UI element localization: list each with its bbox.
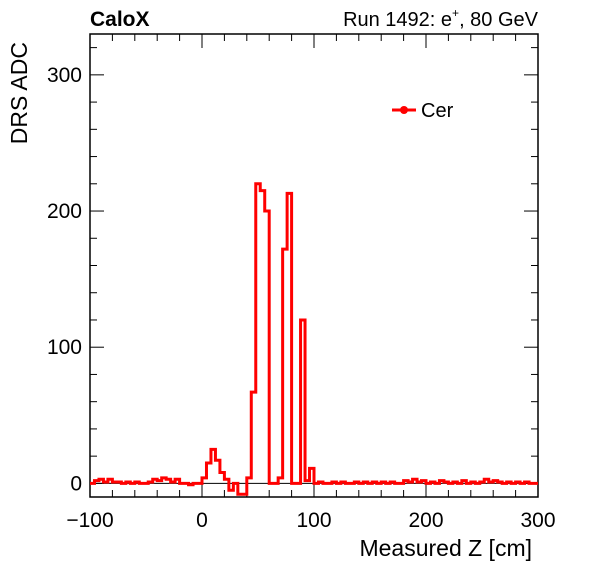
x-tick-label: 100 xyxy=(296,509,331,532)
axis-ticks xyxy=(89,34,539,497)
y-tick-label: 0 xyxy=(70,472,82,495)
series-line-cer xyxy=(90,182,538,496)
y-axis-title: DRS ADC xyxy=(6,42,32,144)
legend: Cer xyxy=(392,100,454,122)
run-label: Run 1492: e+, 80 GeV xyxy=(343,6,539,31)
x-tick-label: 300 xyxy=(520,509,555,532)
y-tick-label: 200 xyxy=(47,200,82,223)
legend-marker-cer xyxy=(400,106,408,114)
experiment-label: CaloX xyxy=(90,8,150,31)
x-axis-title: Measured Z [cm] xyxy=(359,535,532,561)
legend-label-cer: Cer xyxy=(421,100,454,122)
plot-frame xyxy=(89,33,539,498)
y-tick-label: 100 xyxy=(47,336,82,359)
series-layer xyxy=(90,182,538,496)
tick-labels: −100 0 100 200 300 0 100 200 300 xyxy=(47,64,556,532)
x-tick-label: 0 xyxy=(196,509,208,532)
x-tick-label: 200 xyxy=(408,509,443,532)
x-tick-label: −100 xyxy=(66,509,113,532)
y-tick-label: 300 xyxy=(47,64,82,87)
